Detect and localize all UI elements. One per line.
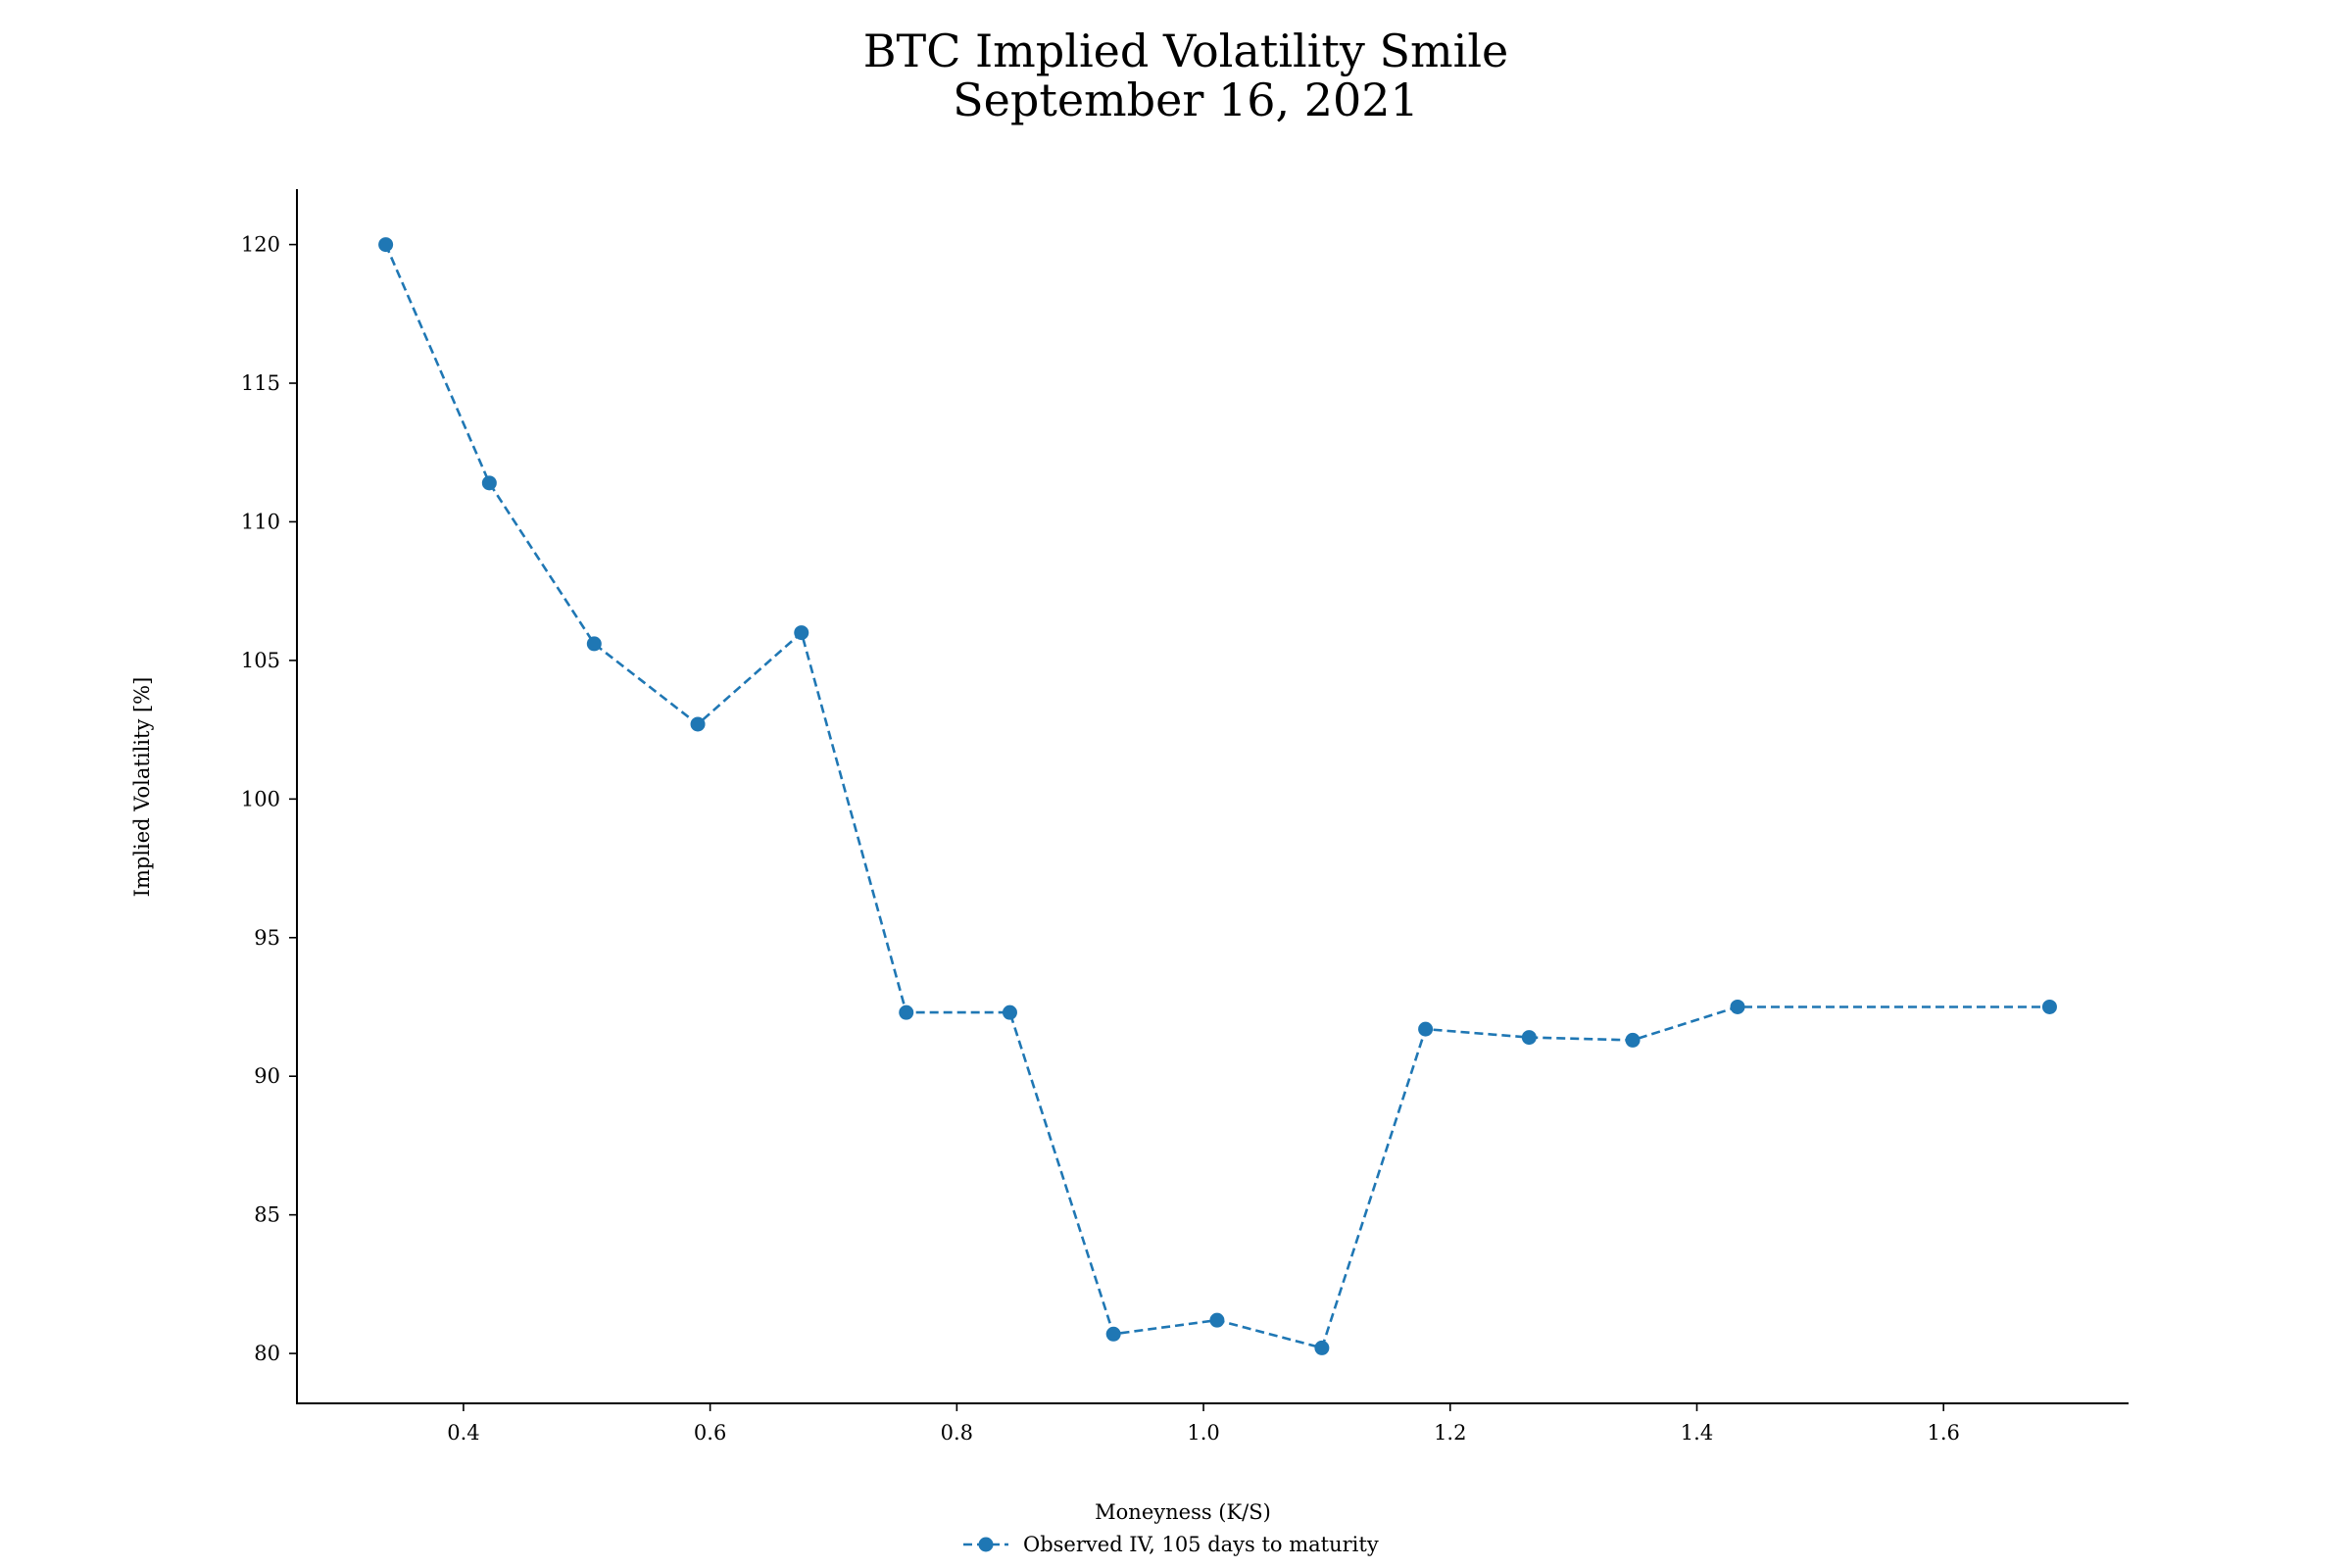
y-tick-label: 90 — [254, 1064, 280, 1088]
series-layer — [378, 237, 2057, 1355]
x-axis-label: Moneyness (K/S) — [1095, 1500, 1271, 1524]
data-point — [1314, 1340, 1330, 1355]
x-tick-label: 1.6 — [1928, 1421, 1960, 1445]
x-tick-label: 1.2 — [1434, 1421, 1466, 1445]
data-point — [1002, 1004, 1017, 1020]
y-tick-label: 85 — [254, 1203, 280, 1227]
y-axis-label: Implied Volatility [%] — [130, 677, 154, 898]
data-point — [586, 636, 602, 652]
y-tick-label: 100 — [241, 787, 280, 810]
y-tick-label: 115 — [241, 371, 280, 395]
data-point — [2041, 999, 2057, 1014]
x-tick-label: 1.4 — [1681, 1421, 1713, 1445]
x-tick-label: 0.8 — [941, 1421, 973, 1445]
x-tick-label: 0.6 — [694, 1421, 726, 1445]
data-point — [1625, 1032, 1641, 1048]
legend: Observed IV, 105 days to maturity — [963, 1533, 1379, 1556]
data-point — [378, 237, 394, 253]
data-point — [481, 475, 497, 491]
y-tick-label: 110 — [241, 510, 280, 533]
x-tick-label: 0.4 — [447, 1421, 479, 1445]
data-point — [1730, 999, 1745, 1014]
y-tick-label: 105 — [241, 649, 280, 672]
data-point — [690, 716, 706, 732]
y-tick-label: 120 — [241, 233, 280, 257]
x-tick-label: 1.0 — [1187, 1421, 1219, 1445]
series-line — [384, 244, 2050, 1349]
data-point — [899, 1004, 914, 1020]
data-point — [1209, 1312, 1225, 1328]
data-point — [794, 625, 809, 641]
y-axis-ticks: 80 85 90 95 100 105 110 115 120 — [241, 233, 297, 1365]
y-tick-label: 80 — [254, 1342, 280, 1365]
y-tick-label: 95 — [254, 926, 280, 950]
legend-dot-marker — [978, 1537, 994, 1552]
data-point — [1418, 1021, 1434, 1037]
x-axis-ticks: 0.4 0.6 0.8 1.0 1.2 1.4 1.6 — [447, 1403, 1960, 1445]
data-point — [1521, 1030, 1537, 1046]
legend-label: Observed IV, 105 days to maturity — [1023, 1533, 1379, 1556]
chart-subtitle: September 16, 2021 — [953, 74, 1419, 126]
chart-title: BTC Implied Volatility Smile — [863, 24, 1509, 77]
data-point — [1105, 1326, 1121, 1342]
